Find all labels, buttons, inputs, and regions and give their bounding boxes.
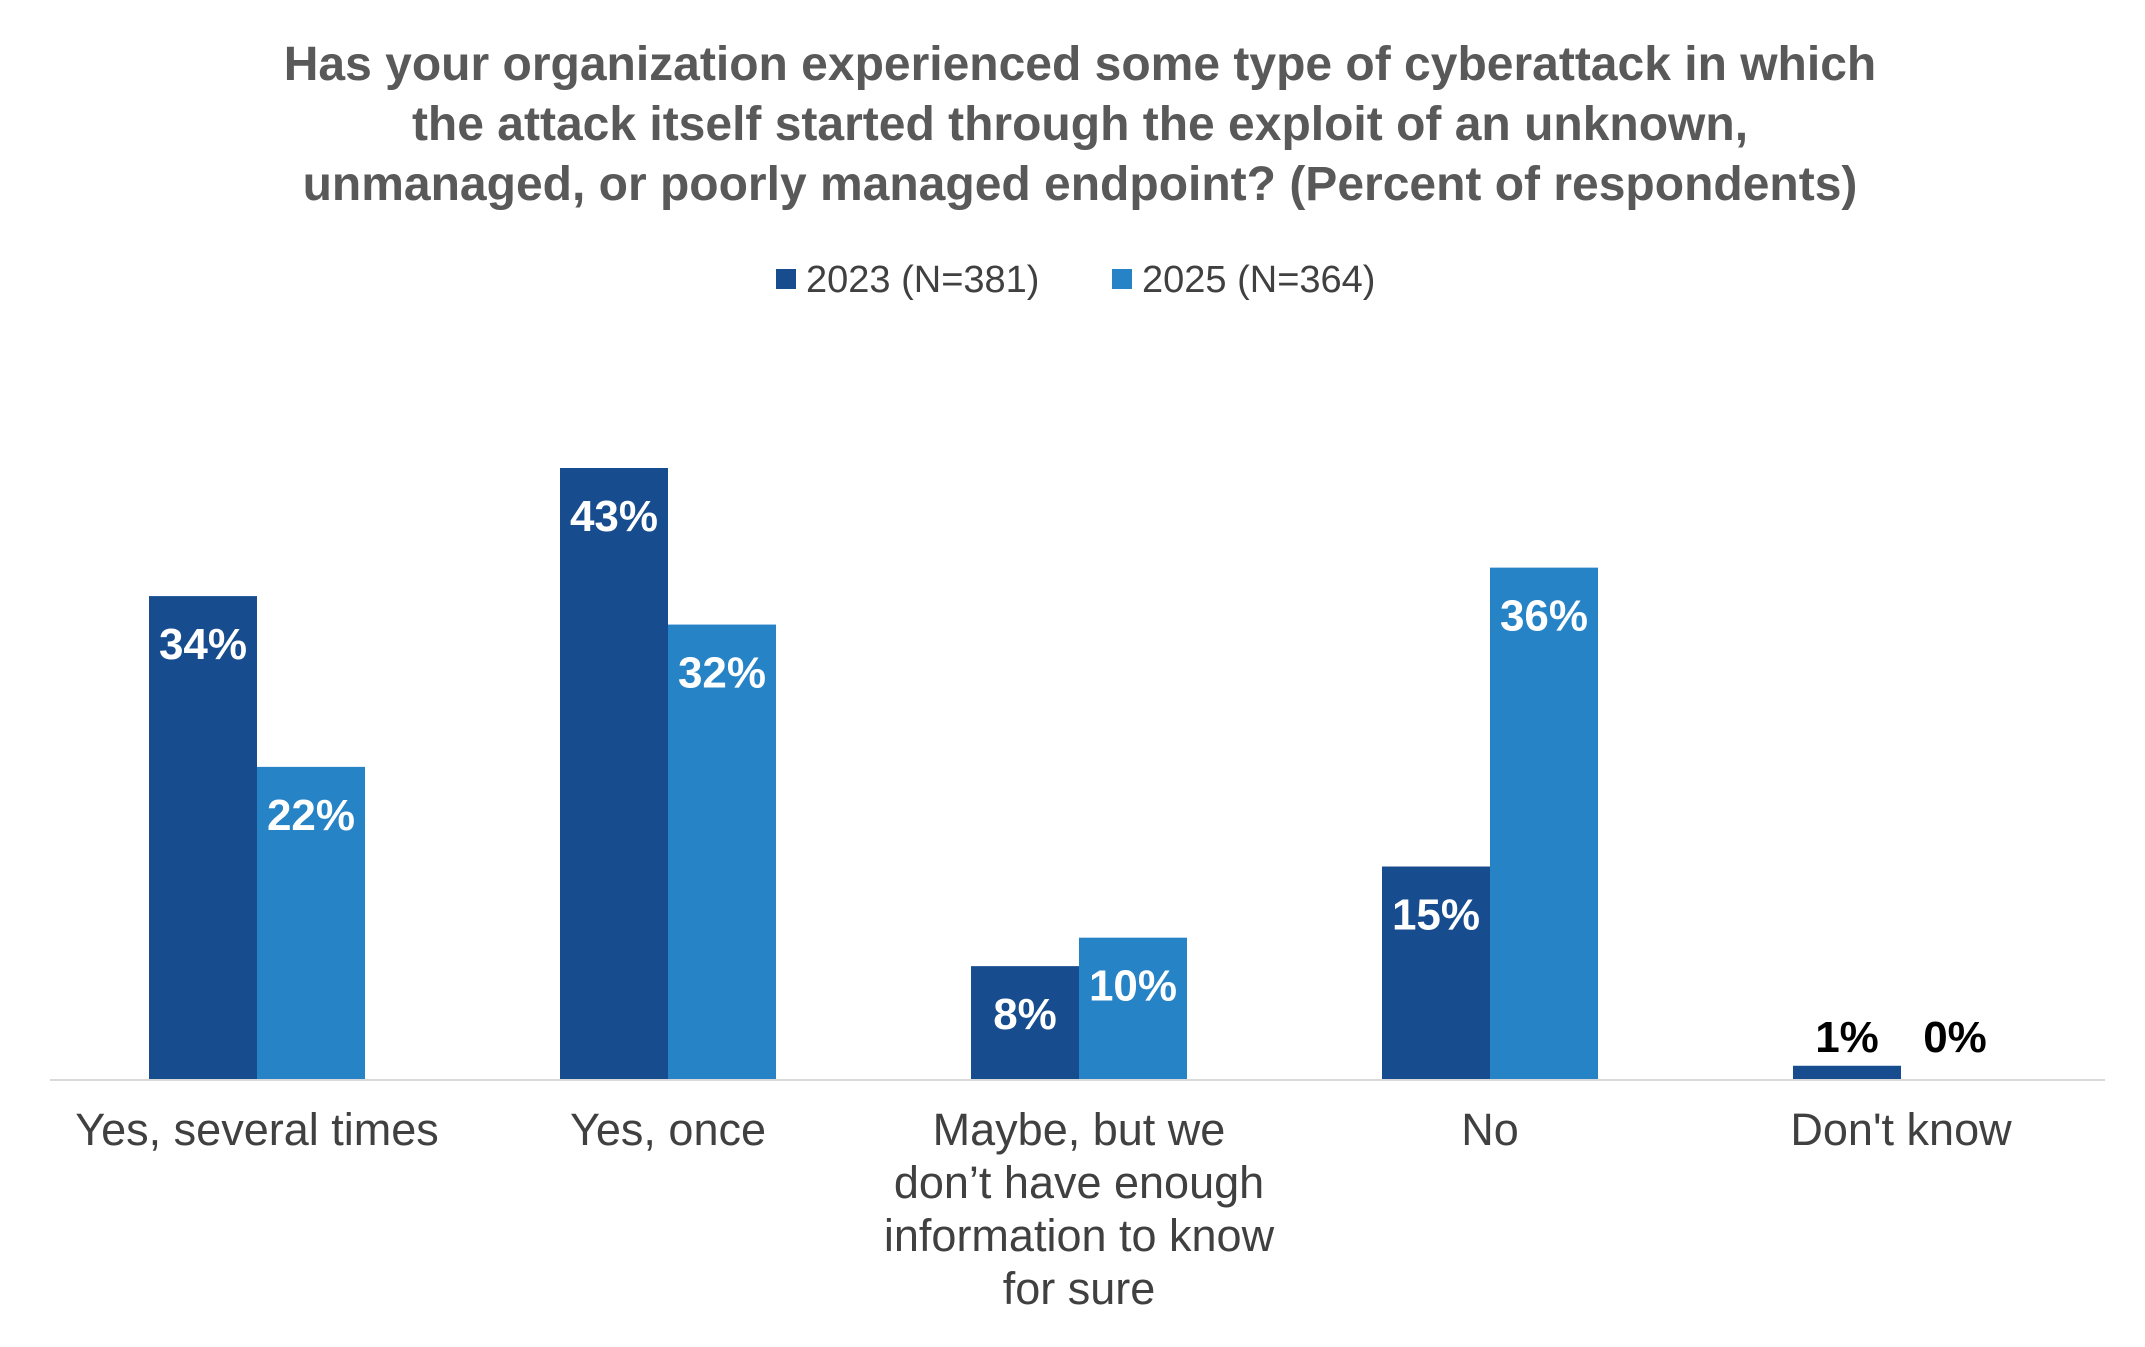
category-label: Don't know [1790, 1104, 2012, 1155]
chart-title-line: the attack itself started through the ex… [412, 98, 1748, 151]
bar [1793, 1065, 1901, 1080]
category-label: for sure [1003, 1263, 1156, 1314]
chart-title-line: Has your organization experienced some t… [284, 38, 1876, 91]
category-label: Yes, once [570, 1104, 766, 1155]
data-label: 34% [159, 620, 247, 669]
chart-title: Has your organization experienced some t… [284, 38, 1876, 211]
legend-label: 2025 (N=364) [1142, 259, 1375, 301]
data-label: 36% [1500, 592, 1588, 641]
category-label: information to know [884, 1210, 1275, 1261]
data-label: 15% [1392, 891, 1480, 940]
bar [1490, 567, 1598, 1080]
data-label: 32% [678, 649, 766, 698]
category-label: Yes, several times [75, 1104, 439, 1155]
chart-title-line: unmanaged, or poorly managed endpoint? (… [303, 158, 1858, 211]
legend-swatch [776, 269, 796, 289]
chart-category-labels: Yes, several times Yes, once Maybe, but we… [75, 1104, 2012, 1314]
chart-legend: 2023 (N=381) 2025 (N=364) [776, 259, 1375, 301]
data-label: 22% [267, 791, 355, 840]
data-label: 1% [1815, 1013, 1879, 1062]
bar [257, 766, 365, 1080]
chart-data-labels: 34% 22% 43% 32% 8% 10% 15% 36% 1% 0% [159, 492, 1987, 1062]
category-label: don’t have enough [894, 1157, 1264, 1208]
bar [149, 596, 257, 1080]
bar [971, 966, 1079, 1080]
category-label: Maybe, but we [933, 1104, 1226, 1155]
category-label: No [1461, 1104, 1519, 1155]
chart-bars [149, 468, 1901, 1080]
data-label: 43% [570, 492, 658, 541]
bar [668, 624, 776, 1080]
legend-label: 2023 (N=381) [806, 259, 1039, 301]
legend-swatch [1112, 269, 1132, 289]
bar [1382, 866, 1490, 1080]
data-label: 8% [993, 990, 1057, 1039]
bar [560, 468, 668, 1080]
data-label: 0% [1923, 1013, 1987, 1062]
bar [1079, 937, 1187, 1080]
data-label: 10% [1089, 962, 1177, 1011]
